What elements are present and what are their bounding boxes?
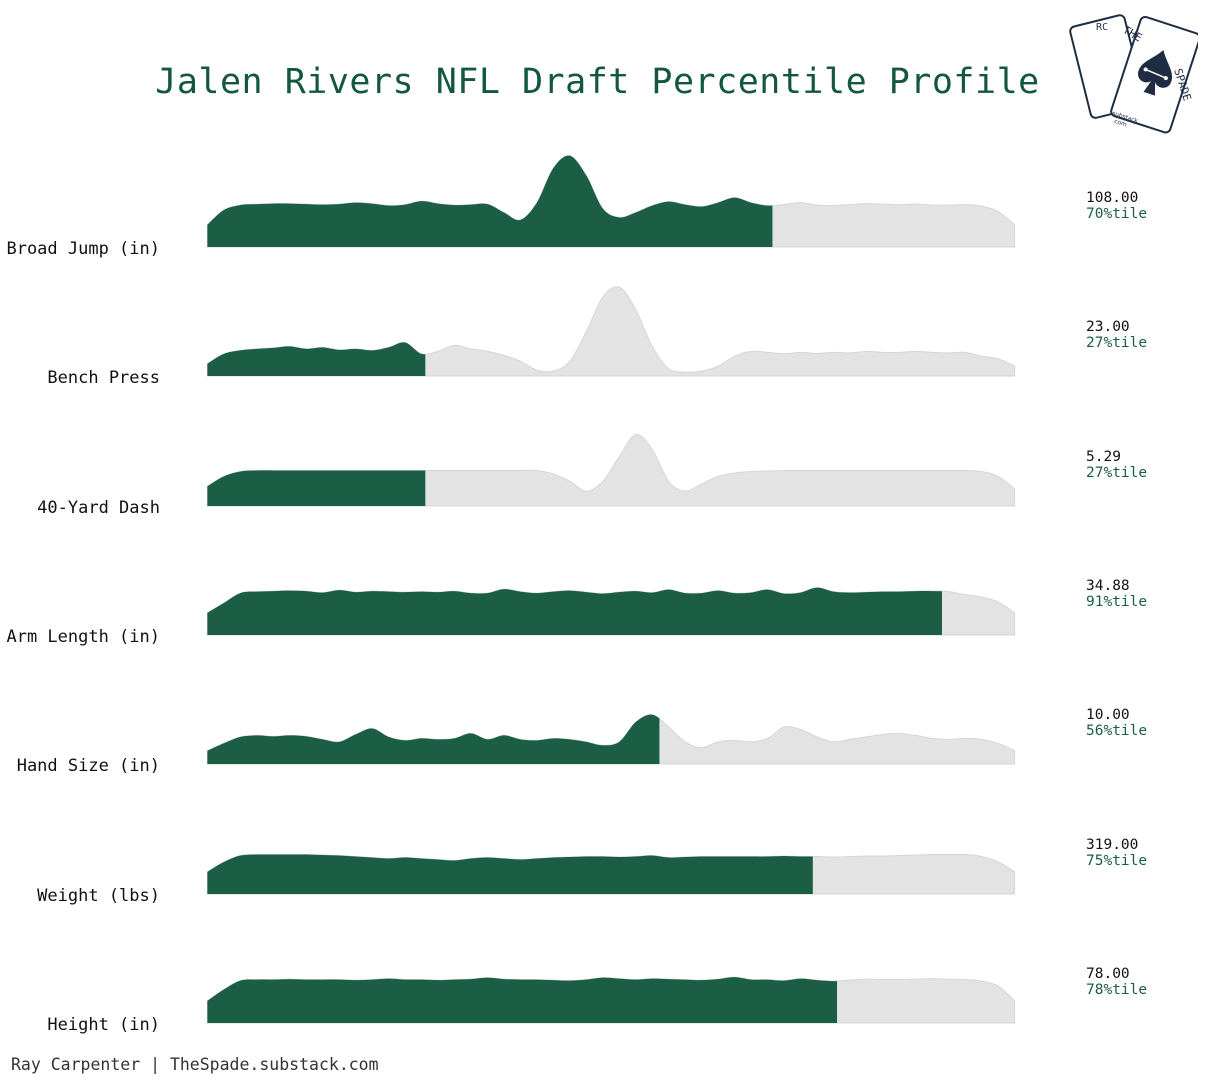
chart-title: Jalen Rivers NFL Draft Percentile Profil… [155, 62, 1040, 102]
row-label-height-in: Height (in) [47, 1014, 160, 1035]
ridge-40-yard-dash [206, 433, 1016, 507]
percentile-fill-height-in [207, 976, 838, 1023]
ridge-hand-size-in [206, 714, 1016, 765]
percentile-fill-arm-length-in [207, 587, 942, 635]
the-spade-logo: RC THE SPADE .substack .com [1069, 14, 1198, 134]
row-percentile-40-yard-dash: 27%tile [1086, 464, 1148, 481]
footer-credit: Ray Carpenter | TheSpade.substack.com [11, 1055, 379, 1074]
ridge-height-in [206, 976, 1016, 1024]
row-value-weight-lbs: 319.00 [1086, 836, 1139, 853]
row-value-arm-length-in: 34.88 [1086, 577, 1130, 594]
ridge-broad-jump-in [206, 155, 1016, 248]
row-label-weight-lbs: Weight (lbs) [37, 885, 160, 906]
percentile-fill-broad-jump-in [207, 155, 773, 248]
percentile-fill-hand-size-in [207, 714, 660, 765]
row-label-hand-size-in: Hand Size (in) [16, 756, 160, 777]
row-value-broad-jump-in: 108.00 [1086, 190, 1139, 206]
row-percentile-arm-length-in: 91%tile [1086, 593, 1148, 610]
ridge-arm-length-in [206, 587, 1016, 636]
percentile-fill-40-yard-dash [207, 470, 426, 506]
row-value-bench-press: 23.00 [1086, 319, 1130, 336]
row-value-hand-size-in: 10.00 [1086, 707, 1130, 724]
ridge-weight-lbs [206, 853, 1016, 895]
ridge-bench-press [206, 286, 1016, 377]
percentile-fill-bench-press [207, 342, 426, 377]
percentile-fill-weight-lbs [207, 853, 813, 894]
row-label-arm-length-in: Arm Length (in) [6, 626, 160, 647]
row-percentile-height-in: 78%tile [1086, 981, 1148, 998]
svg-text:RC: RC [1096, 22, 1108, 33]
row-label-40-yard-dash: 40-Yard Dash [37, 497, 160, 518]
row-percentile-hand-size-in: 56%tile [1086, 723, 1148, 740]
row-percentile-broad-jump-in: 70%tile [1086, 206, 1148, 222]
svg-text:.com: .com [1111, 117, 1127, 128]
row-label-broad-jump-in: Broad Jump (in) [6, 239, 160, 259]
row-percentile-bench-press: 27%tile [1086, 335, 1148, 352]
row-value-40-yard-dash: 5.29 [1086, 448, 1121, 465]
row-percentile-weight-lbs: 75%tile [1086, 852, 1148, 869]
row-label-bench-press: Bench Press [47, 368, 160, 389]
row-value-height-in: 78.00 [1086, 965, 1130, 982]
